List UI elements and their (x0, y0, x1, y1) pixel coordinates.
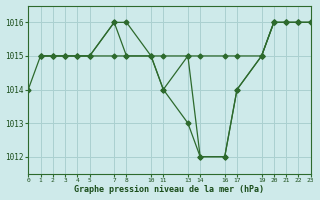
X-axis label: Graphe pression niveau de la mer (hPa): Graphe pression niveau de la mer (hPa) (75, 185, 264, 194)
